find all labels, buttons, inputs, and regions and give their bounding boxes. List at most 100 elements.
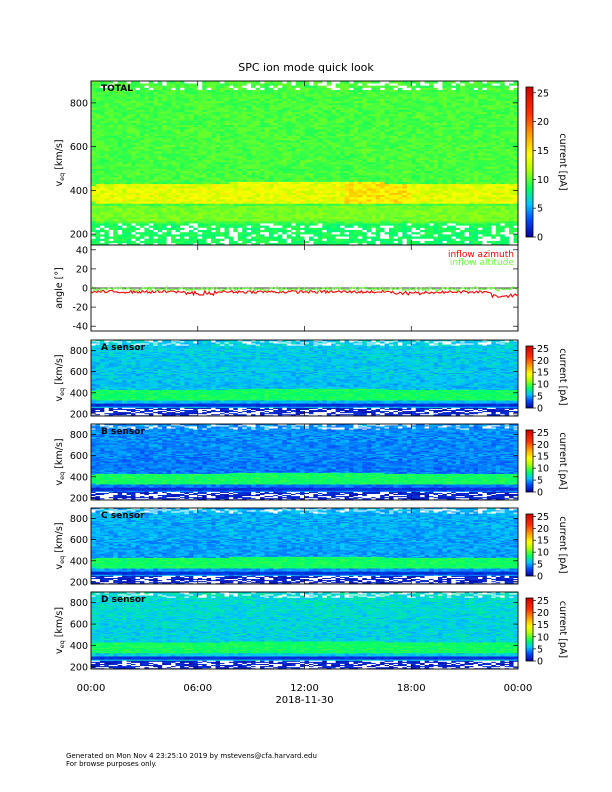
heatmap-cell <box>349 177 354 179</box>
heatmap-cell <box>398 155 403 157</box>
heatmap-cell <box>238 140 243 142</box>
heatmap-cell <box>122 184 127 186</box>
heatmap-cell <box>340 142 345 144</box>
heatmap-cell <box>242 228 247 230</box>
heatmap-cell <box>438 219 443 221</box>
heatmap-cell <box>256 225 261 227</box>
heatmap-cell <box>287 199 292 201</box>
heatmap-cell <box>113 138 118 140</box>
heatmap-cell <box>376 173 381 175</box>
heatmap-cell <box>300 232 305 234</box>
heatmap-cell <box>331 166 336 168</box>
heatmap-cell <box>198 230 203 232</box>
heatmap-cell <box>362 193 367 195</box>
heatmap-cell <box>211 199 216 201</box>
heatmap-cell <box>109 153 114 155</box>
heatmap-cell <box>353 162 358 164</box>
heatmap-cell <box>474 241 479 243</box>
heatmap-cell <box>367 162 372 164</box>
heatmap-cell <box>465 193 470 195</box>
heatmap-cell <box>349 212 354 214</box>
heatmap-cell <box>411 175 416 177</box>
heatmap-cell <box>176 210 181 212</box>
heatmap-cell <box>118 142 123 144</box>
heatmap-cell <box>318 149 323 151</box>
heatmap-cell <box>425 219 430 221</box>
heatmap-cell <box>442 153 447 155</box>
heatmap-cell <box>287 164 292 166</box>
heatmap-cell <box>420 186 425 188</box>
heatmap-cell <box>376 199 381 201</box>
heatmap-cell <box>184 188 189 190</box>
heatmap-cell <box>251 179 256 181</box>
heatmap-cell <box>380 188 385 190</box>
heatmap-cell <box>393 184 398 186</box>
heatmap-cell <box>113 225 118 227</box>
heatmap-cell <box>118 131 123 133</box>
heatmap-cell <box>158 136 163 138</box>
heatmap-cell <box>176 149 181 151</box>
heatmap-cell <box>140 195 145 197</box>
heatmap-cell <box>220 188 225 190</box>
heatmap-cell <box>469 151 474 153</box>
heatmap-cell <box>153 164 158 166</box>
heatmap-cell <box>331 138 336 140</box>
heatmap-cell <box>469 219 474 221</box>
heatmap-cell <box>149 234 154 236</box>
heatmap-cell <box>389 228 394 230</box>
heatmap-cell <box>171 133 176 135</box>
heatmap-cell <box>362 210 367 212</box>
heatmap-cell <box>429 228 434 230</box>
heatmap-cell <box>184 177 189 179</box>
heatmap-cell <box>211 182 216 184</box>
heatmap-cell <box>451 219 456 221</box>
heatmap-cell <box>362 225 367 227</box>
heatmap-cell <box>109 155 114 157</box>
heatmap-cell <box>420 234 425 236</box>
heatmap-cell <box>167 195 172 197</box>
heatmap-cell <box>118 201 123 203</box>
heatmap-cell <box>362 208 367 210</box>
heatmap-cell <box>420 179 425 181</box>
heatmap-cell <box>313 206 318 208</box>
heatmap-cell <box>371 223 376 225</box>
heatmap-cell <box>491 219 496 221</box>
heatmap-cell <box>407 195 412 197</box>
heatmap-cell <box>496 232 501 234</box>
heatmap-cell <box>456 232 461 234</box>
heatmap-cell <box>478 155 483 157</box>
heatmap-cell <box>273 219 278 221</box>
heatmap-cell <box>198 188 203 190</box>
heatmap-cell <box>118 219 123 221</box>
heatmap-cell <box>100 210 105 212</box>
heatmap-cell <box>189 208 194 210</box>
heatmap-cell <box>340 182 345 184</box>
heatmap-cell <box>438 217 443 219</box>
heatmap-cell <box>162 230 167 232</box>
heatmap-cell <box>189 230 194 232</box>
heatmap-cell <box>296 238 301 240</box>
heatmap-cell <box>420 193 425 195</box>
heatmap-cell <box>131 234 136 236</box>
heatmap-cell <box>433 188 438 190</box>
heatmap-cell <box>91 153 96 155</box>
heatmap-cell <box>447 175 452 177</box>
heatmap-cell <box>327 221 332 223</box>
heatmap-cell <box>411 190 416 192</box>
heatmap-cell <box>345 151 350 153</box>
heatmap-cell <box>207 131 212 133</box>
heatmap-cell <box>91 241 96 243</box>
chart-title: SPC ion mode quick look <box>238 61 374 74</box>
heatmap-cell <box>505 131 510 133</box>
heatmap-cell <box>465 217 470 219</box>
heatmap-cell <box>305 179 310 181</box>
heatmap-cell <box>402 160 407 162</box>
heatmap-cell <box>211 225 216 227</box>
heatmap-cell <box>287 228 292 230</box>
heatmap-cell <box>207 164 212 166</box>
heatmap-cell <box>456 142 461 144</box>
heatmap-cell <box>398 193 403 195</box>
heatmap-cell <box>309 155 314 157</box>
heatmap-cell <box>496 166 501 168</box>
heatmap-cell <box>247 133 252 135</box>
